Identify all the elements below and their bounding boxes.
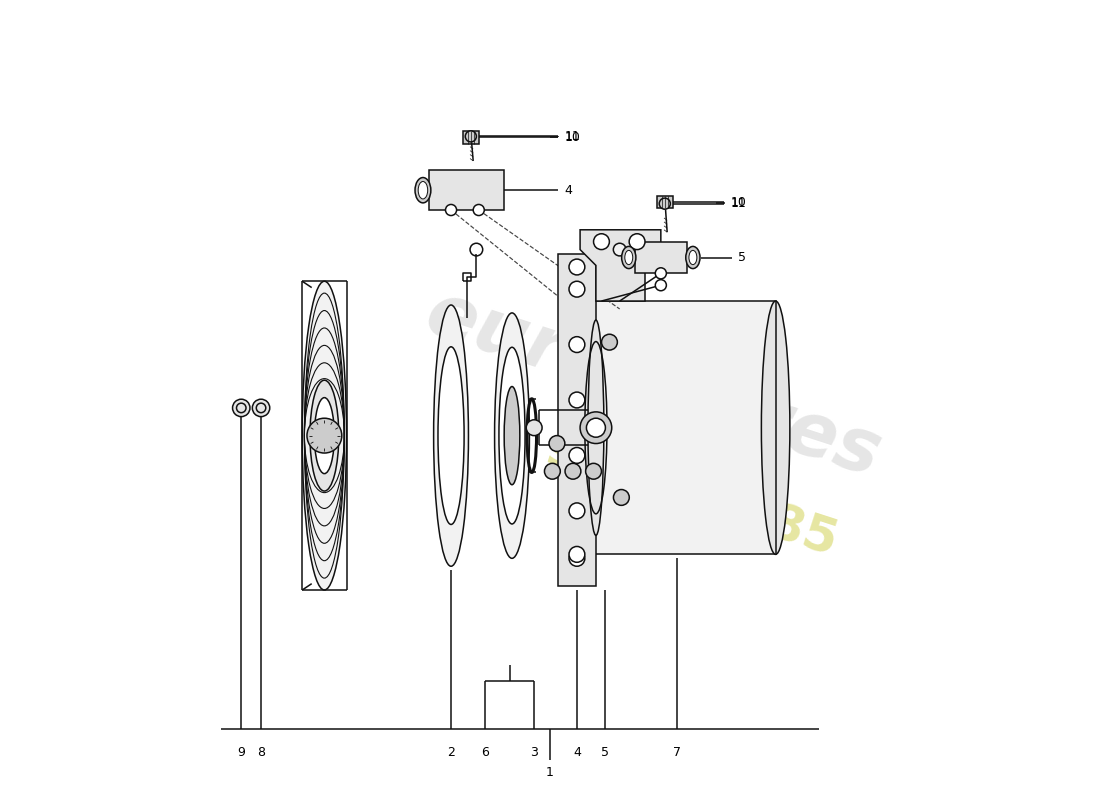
- Ellipse shape: [499, 347, 525, 524]
- Circle shape: [580, 412, 612, 443]
- Ellipse shape: [761, 301, 790, 554]
- Circle shape: [614, 243, 626, 256]
- Ellipse shape: [621, 246, 636, 269]
- Circle shape: [232, 399, 250, 417]
- Ellipse shape: [315, 398, 334, 474]
- Text: 3: 3: [530, 746, 538, 758]
- Text: 9: 9: [238, 746, 245, 758]
- Circle shape: [569, 392, 585, 408]
- Circle shape: [569, 282, 585, 297]
- Circle shape: [569, 447, 585, 463]
- Ellipse shape: [495, 313, 529, 558]
- Text: 2: 2: [447, 746, 455, 758]
- Circle shape: [586, 418, 605, 438]
- Ellipse shape: [438, 347, 464, 525]
- Text: since 1985: since 1985: [541, 426, 844, 565]
- Ellipse shape: [504, 386, 520, 485]
- Ellipse shape: [625, 250, 632, 265]
- Text: 11: 11: [564, 130, 580, 143]
- Circle shape: [629, 234, 645, 250]
- Text: eurospares: eurospares: [416, 276, 890, 492]
- Polygon shape: [580, 230, 661, 301]
- Bar: [657, 196, 673, 209]
- Text: 7: 7: [673, 746, 681, 758]
- Ellipse shape: [433, 305, 469, 566]
- Circle shape: [585, 463, 602, 479]
- Ellipse shape: [418, 182, 428, 199]
- Circle shape: [569, 546, 585, 562]
- Circle shape: [656, 280, 667, 290]
- Bar: [635, 242, 686, 274]
- Text: 10: 10: [564, 130, 580, 144]
- Circle shape: [565, 463, 581, 479]
- Text: 10: 10: [730, 195, 747, 209]
- Ellipse shape: [302, 282, 346, 590]
- Bar: [558, 254, 596, 586]
- Circle shape: [659, 198, 670, 210]
- Ellipse shape: [689, 250, 697, 265]
- Text: 5: 5: [738, 251, 747, 264]
- Circle shape: [252, 399, 270, 417]
- Circle shape: [544, 463, 560, 479]
- Text: 1: 1: [546, 766, 554, 778]
- Bar: [594, 301, 775, 554]
- Circle shape: [656, 268, 667, 279]
- Ellipse shape: [310, 380, 339, 491]
- Circle shape: [465, 131, 476, 142]
- Circle shape: [594, 234, 609, 250]
- Circle shape: [569, 337, 585, 353]
- Text: 11: 11: [730, 197, 746, 210]
- Text: 6: 6: [481, 746, 490, 758]
- Circle shape: [569, 259, 585, 275]
- Circle shape: [569, 550, 585, 566]
- Circle shape: [446, 205, 456, 215]
- Circle shape: [602, 334, 617, 350]
- Ellipse shape: [588, 320, 604, 535]
- Circle shape: [614, 490, 629, 506]
- Bar: [463, 131, 478, 143]
- Circle shape: [473, 205, 484, 215]
- Ellipse shape: [685, 246, 700, 269]
- Text: 5: 5: [602, 746, 609, 758]
- Circle shape: [549, 436, 565, 451]
- Ellipse shape: [415, 178, 431, 203]
- Text: 8: 8: [257, 746, 265, 758]
- Bar: [429, 170, 505, 210]
- Circle shape: [569, 503, 585, 518]
- Text: 4: 4: [573, 746, 581, 758]
- Circle shape: [526, 420, 542, 436]
- Text: 4: 4: [564, 184, 572, 197]
- Circle shape: [307, 418, 342, 453]
